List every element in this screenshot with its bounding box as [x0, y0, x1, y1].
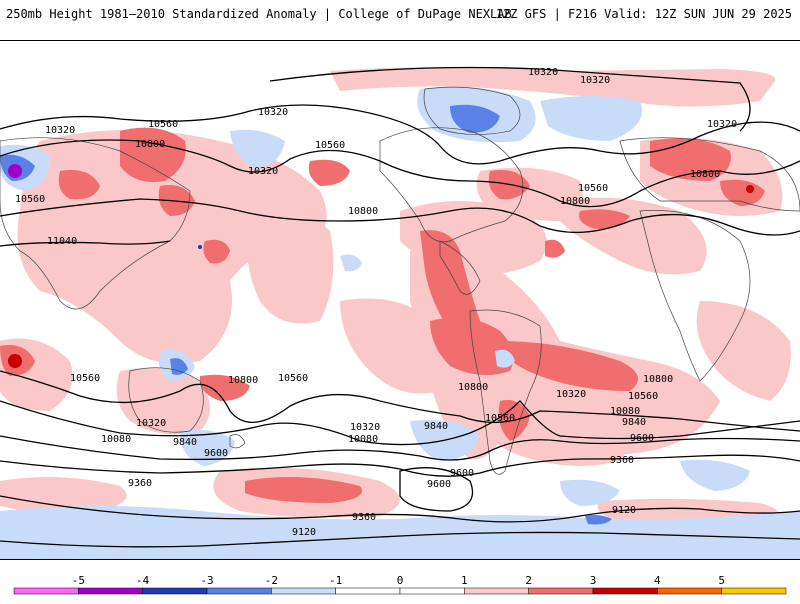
- model-run-info: 12Z GFS | F216 Valid: 12Z SUN JUN 29 202…: [495, 7, 792, 21]
- contour-label: 10800: [643, 374, 673, 385]
- contour-label: 10320: [580, 75, 610, 86]
- negative-anomaly-strong: [8, 164, 202, 249]
- contour-label: 9360: [128, 478, 152, 489]
- colorbar-swatch: [464, 587, 529, 595]
- colorbar-swatch: [142, 587, 208, 595]
- colorbar-swatch: [528, 587, 594, 595]
- contour-label: 10320: [350, 422, 380, 433]
- contour-label: 10080: [610, 406, 640, 417]
- contour-label: 10080: [348, 434, 378, 445]
- contour-label: 9120: [292, 527, 316, 538]
- contour-label: 10800: [690, 169, 720, 180]
- contour-label: 10560: [628, 391, 658, 402]
- contour-label: 10800: [458, 382, 488, 393]
- contour-label: 11040: [47, 236, 77, 247]
- colorbar-swatch: [335, 587, 401, 595]
- colorbar-swatch: [721, 587, 787, 595]
- contour-label: 10800: [560, 196, 590, 207]
- contour-label: 9840: [424, 421, 448, 432]
- contour-label: 10320: [258, 107, 288, 118]
- contour-label: 9120: [612, 505, 636, 516]
- colorbar-swatch: [592, 587, 658, 595]
- colorbar-tick-label: -4: [136, 574, 150, 587]
- contour-label: 10560: [315, 140, 345, 151]
- contour-label: 10320: [248, 166, 278, 177]
- contour-label: 10800: [228, 375, 258, 386]
- coastlines: [0, 86, 800, 475]
- contour-label: 10320: [707, 119, 737, 130]
- contour-label: 10560: [278, 373, 308, 384]
- contour-label: 9360: [352, 512, 376, 523]
- anomaly-map: 10320 10320 10320 10320 10560 10800 1056…: [0, 40, 800, 560]
- colorbar-swatch: [657, 587, 722, 595]
- colorbar-tick-label: -5: [72, 574, 85, 587]
- colorbar-tick-label: -1: [329, 574, 342, 587]
- contour-label: 10320: [45, 125, 75, 136]
- contour-label: 9600: [204, 448, 228, 459]
- header: 250mb Height 1981–2010 Standardized Anom…: [0, 0, 800, 30]
- colorbar-tick-label: 0: [397, 574, 404, 587]
- colorbar-tick-label: 2: [525, 574, 532, 587]
- contour-label: 10800: [348, 206, 378, 217]
- contour-labels: 10320 10320 10320 10320 10560 10800 1056…: [15, 67, 737, 538]
- colorbar-swatch: [206, 587, 272, 595]
- colorbar-tick-label: -2: [265, 574, 278, 587]
- map-title: 250mb Height 1981–2010 Standardized Anom…: [6, 7, 512, 21]
- colorbar-swatch: [399, 587, 465, 595]
- contour-label: 10560: [70, 373, 100, 384]
- colorbar-tick-label: 1: [461, 574, 468, 587]
- colorbar-tick-labels: -5 -4 -3 -2 -1 0 1 2 3 4 5: [72, 574, 725, 587]
- contour-label: 9840: [622, 417, 646, 428]
- colorbar-tick-label: -3: [200, 574, 213, 587]
- contour-label: 10080: [101, 434, 131, 445]
- contour-label: 10320: [556, 389, 586, 400]
- colorbar-tick-label: 4: [654, 574, 661, 587]
- contour-label: 10560: [148, 119, 178, 130]
- colorbar-swatch: [13, 587, 79, 595]
- height-contours: [0, 66, 800, 548]
- positive-anomaly-strong: [8, 185, 754, 368]
- contour-label: 9840: [173, 437, 197, 448]
- colorbar-tick-label: 3: [590, 574, 597, 587]
- contour-label: 10320: [528, 67, 558, 78]
- colorbar-swatches: [13, 587, 787, 595]
- contour-label: 9600: [630, 433, 654, 444]
- colorbar-svg: -5 -4 -3 -2 -1 0 1 2 3 4 5: [13, 574, 787, 595]
- map-svg: 10320 10320 10320 10320 10560 10800 1056…: [0, 66, 800, 559]
- contour-label: 10320: [136, 418, 166, 429]
- positive-anomaly-medium: [0, 127, 765, 503]
- anomaly-colorbar: -5 -4 -3 -2 -1 0 1 2 3 4 5: [0, 570, 800, 600]
- contour-label: 10560: [485, 413, 515, 424]
- colorbar-swatch: [271, 587, 336, 595]
- contour-label: 10800: [135, 139, 165, 150]
- colorbar-tick-label: 5: [718, 574, 725, 587]
- contour-label: 9600: [450, 468, 474, 479]
- contour-label: 10560: [578, 183, 608, 194]
- contour-label: 10560: [15, 194, 45, 205]
- colorbar-swatch: [78, 587, 143, 595]
- contour-label: 9360: [610, 455, 634, 466]
- contour-label: 9600: [427, 479, 451, 490]
